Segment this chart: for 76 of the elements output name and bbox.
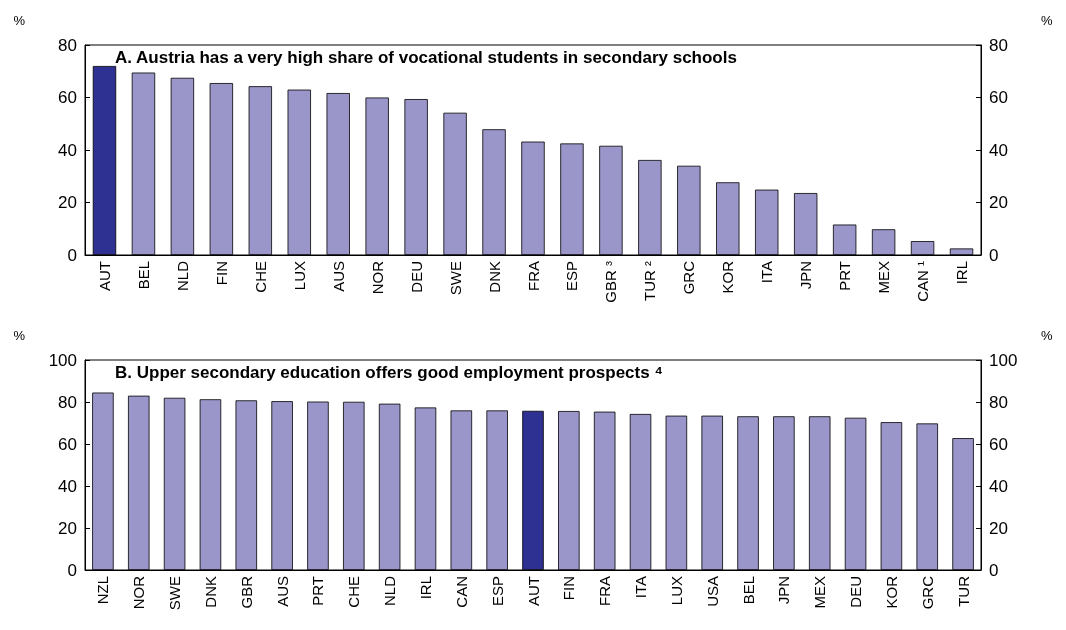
x-tick-label: BEL bbox=[739, 576, 757, 605]
y-tick-label: 100 bbox=[48, 350, 77, 370]
x-tick-label: PRT bbox=[309, 576, 327, 606]
y2-tick-label: 40 bbox=[989, 140, 1008, 160]
x-tick-label: ESP bbox=[488, 576, 506, 607]
y-tick-label: 40 bbox=[58, 476, 77, 496]
x-tick-label: TUR bbox=[954, 575, 972, 607]
x-tick-label: NLD bbox=[381, 575, 399, 607]
x-tick-label: AUT bbox=[95, 261, 113, 291]
y2-tick-label: 20 bbox=[989, 193, 1008, 212]
y2-axis-title: % bbox=[1041, 13, 1053, 28]
chart-title: B. Upper secondary education offers good employment prospects ⁴ bbox=[115, 363, 663, 382]
x-tick-label: SWE bbox=[446, 261, 464, 296]
x-tick-label: KOR bbox=[882, 575, 900, 609]
x-tick-label: GRC bbox=[918, 575, 936, 610]
x-tick-label: ESP bbox=[563, 261, 581, 292]
x-tick-label: NZL bbox=[94, 576, 112, 605]
x-tick-label: AUT bbox=[524, 576, 542, 606]
y2-tick-label: 40 bbox=[989, 476, 1008, 496]
x-tick-label: JPN bbox=[797, 261, 815, 290]
x-tick-label: CHE bbox=[345, 576, 363, 608]
x-tick-label: DEU bbox=[847, 576, 865, 608]
x-tick-label: FIN bbox=[560, 576, 578, 601]
x-tick-label: GRC bbox=[680, 260, 698, 295]
x-tick-label: NLD bbox=[173, 260, 191, 292]
y2-tick-label: 0 bbox=[989, 245, 999, 265]
x-tick-label: ITA bbox=[632, 576, 650, 599]
x-tick-label: LUX bbox=[667, 576, 685, 606]
x-tick-label: CAN bbox=[452, 576, 470, 608]
y-tick-label: 60 bbox=[58, 434, 77, 454]
x-tick-label: MEX bbox=[875, 261, 893, 294]
x-tick-label: LUX bbox=[290, 261, 308, 291]
x-tick-label: AUS bbox=[329, 261, 347, 292]
x-tick-label: DNK bbox=[201, 576, 219, 608]
x-tick-label: CAN ¹ bbox=[914, 261, 932, 302]
x-tick-label: IRL bbox=[416, 576, 434, 600]
x-tick-label: GBR bbox=[237, 575, 255, 609]
x-tick-label: FRA bbox=[524, 261, 542, 291]
x-tick-label: JPN bbox=[775, 576, 793, 605]
x-tick-label: MEX bbox=[811, 576, 829, 609]
y-tick-label: 40 bbox=[58, 140, 77, 160]
x-tick-label: BEL bbox=[134, 261, 152, 290]
y-tick-label: 0 bbox=[67, 560, 77, 580]
y-tick-label: 20 bbox=[58, 518, 77, 538]
x-tick-label: AUS bbox=[273, 576, 291, 607]
x-tick-label: TUR ² bbox=[641, 261, 659, 301]
x-tick-label: FRA bbox=[596, 576, 614, 606]
x-tick-label: PRT bbox=[836, 261, 854, 291]
x-tick-label: GBR ³ bbox=[602, 261, 620, 303]
y-tick-label: 0 bbox=[67, 245, 77, 265]
x-tick-label: DEU bbox=[407, 261, 425, 293]
y2-tick-label: 60 bbox=[989, 434, 1008, 454]
y-tick-label: 80 bbox=[58, 35, 77, 55]
x-tick-label: SWE bbox=[166, 576, 184, 611]
x-tick-label: FIN bbox=[212, 261, 230, 286]
x-tick-label: NOR bbox=[368, 260, 386, 295]
y2-axis-title: % bbox=[1041, 328, 1053, 343]
x-tick-label: CHE bbox=[251, 261, 269, 293]
y2-tick-label: 80 bbox=[989, 35, 1008, 55]
y2-tick-label: 0 bbox=[989, 560, 999, 580]
y2-tick-label: 100 bbox=[989, 350, 1018, 370]
y2-tick-label: 60 bbox=[989, 88, 1008, 107]
chart-title: A. Austria has a very high share of vocational students in secondary schools bbox=[115, 48, 737, 67]
x-tick-label: ITA bbox=[758, 261, 776, 284]
y-axis-title: % bbox=[13, 328, 26, 343]
x-tick-label: USA bbox=[703, 576, 721, 607]
x-tick-label: NOR bbox=[130, 575, 148, 610]
y2-tick-label: 80 bbox=[989, 392, 1008, 412]
x-tick-label: IRL bbox=[953, 261, 971, 285]
x-tick-label: DNK bbox=[485, 261, 503, 293]
y-tick-label: 20 bbox=[58, 193, 77, 212]
x-tick-label: KOR bbox=[719, 260, 737, 294]
y2-tick-label: 20 bbox=[989, 518, 1008, 538]
y-tick-label: 60 bbox=[58, 88, 77, 107]
y-tick-label: 80 bbox=[58, 392, 77, 412]
y-axis-title: % bbox=[13, 13, 26, 28]
